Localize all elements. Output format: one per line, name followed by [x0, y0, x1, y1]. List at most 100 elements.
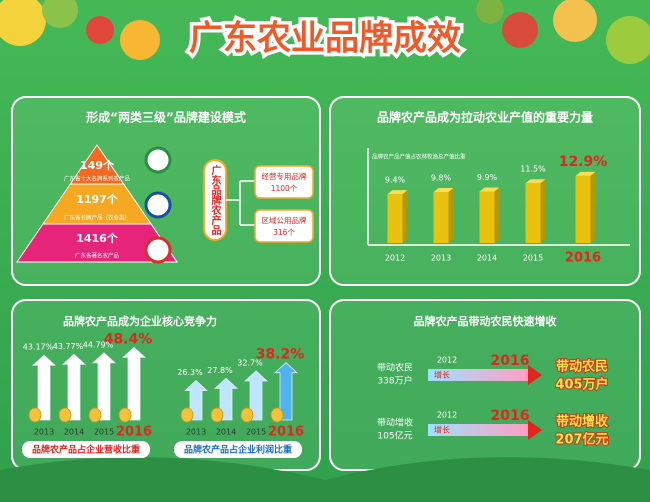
caption-box [22, 441, 150, 458]
fruit [476, 0, 504, 24]
verb-label: 增长 [434, 425, 450, 435]
bar-side [540, 179, 546, 243]
x-tick-label: 2014 [216, 428, 236, 437]
brand-emblem [144, 146, 172, 174]
coin-stack [88, 407, 102, 423]
value-label: 48.4% [104, 331, 153, 347]
arrow [243, 370, 269, 421]
tier-value: 1197个 [76, 192, 119, 206]
value-label: 12.9% [559, 154, 608, 170]
arrow [91, 352, 117, 421]
bar-top [387, 190, 408, 195]
arrow [273, 362, 299, 421]
branch-box [254, 165, 314, 199]
arrow [121, 346, 147, 421]
brand-emblem [144, 236, 172, 264]
row-value: 338万户 [377, 375, 412, 387]
fruit [502, 12, 538, 48]
x-tick-label: 2013 [34, 428, 54, 437]
value-label: 44.79% [83, 340, 114, 349]
coin-stack [28, 407, 42, 423]
year-label: 2012 [437, 356, 457, 365]
panel-title: 品牌农产品成为企业核心竞争力 [63, 314, 217, 328]
field [0, 457, 650, 502]
fruit [42, 0, 78, 28]
bar-top [575, 171, 596, 176]
x-tick-label: 2014 [64, 428, 84, 437]
branch-name: 经营专用品牌 [262, 171, 307, 181]
brand-emblem [144, 191, 172, 219]
result-label: 带动农民 [556, 359, 608, 375]
tier-label: 广东省名牌产品（农业类） [64, 214, 130, 222]
coin-stack [118, 407, 132, 423]
x-tick-label: 2015 [94, 428, 114, 437]
fruit [86, 16, 114, 44]
bar [479, 191, 495, 243]
value-label: 9.4% [385, 176, 406, 185]
bar-top [433, 188, 454, 193]
fruit [120, 20, 160, 60]
value-label: 38.2% [256, 347, 305, 363]
x-tick-label: 2013 [431, 254, 451, 263]
panel-title: 品牌农产品成为拉动农业产值的重要力量 [377, 110, 593, 125]
bar-side [494, 187, 500, 243]
branch-name: 区域公用品牌 [262, 215, 307, 225]
verb-label: 增长 [434, 370, 450, 380]
tier-value: 1416个 [76, 231, 119, 245]
value-label: 9.8% [431, 174, 452, 183]
fruit-decoration [0, 0, 650, 64]
arrow-head [528, 365, 542, 385]
x-tick-label: 2013 [186, 428, 206, 437]
x-tick-label: 2012 [385, 254, 405, 263]
value-label: 11.5% [520, 165, 546, 174]
coin-stack [210, 407, 224, 423]
x-tick-label: 2015 [523, 254, 543, 263]
fruit [0, 0, 46, 46]
page-title: 广东农业品牌成效 [189, 19, 461, 59]
arrow [31, 354, 57, 421]
value-label: 27.8% [207, 366, 233, 375]
coin-stack [240, 407, 254, 423]
bar-top [479, 187, 500, 192]
value-label: 43.17% [23, 343, 54, 352]
growth-arrow [428, 424, 528, 436]
bar [525, 183, 541, 243]
row-value: 105亿元 [377, 430, 412, 442]
caption: 品牌农产品占企业营收比重 [32, 444, 140, 456]
pyramid-tier [16, 223, 178, 263]
year-label: 2016 [491, 408, 530, 424]
row-label: 带动农民 [377, 362, 413, 374]
tier-value: 149个 [80, 158, 115, 172]
bracket [226, 180, 255, 226]
x-tick-label: 2015 [246, 428, 266, 437]
value-label: 43.77% [53, 342, 84, 351]
bar-side [590, 171, 596, 243]
tier-label: 广东省著名农产品 [75, 252, 120, 260]
bar-side [402, 190, 408, 243]
bar [575, 175, 591, 243]
coin-stack [270, 407, 284, 423]
growth-arrow [428, 369, 528, 381]
value-label: 26.3% [177, 368, 203, 377]
result-value: 405万户 [555, 377, 608, 393]
x-tick-label: 2016 [565, 251, 601, 266]
x-tick-label: 2016 [268, 425, 304, 440]
chart-subtitle: 品牌农产品产值占农林牧渔总产值比重 [372, 153, 466, 161]
panel-title: 形成“两类三级”品牌建设模式 [86, 110, 246, 125]
year-label: 2016 [491, 353, 530, 369]
result-value: 207亿元 [555, 432, 608, 448]
panel-title: 品牌农产品带动农民快速增收 [414, 314, 557, 328]
fruit [606, 16, 650, 64]
bar [387, 194, 403, 243]
center-label: 广东品牌农产品 [209, 164, 222, 236]
bar [433, 192, 449, 243]
coin-stack [58, 407, 72, 423]
caption-box [174, 441, 302, 458]
branch-box [254, 209, 314, 243]
tier-label: 广东省十大名牌系列农产品 [64, 175, 131, 183]
bar-top [525, 179, 546, 184]
year-label: 2012 [437, 411, 457, 420]
field-decoration [0, 457, 650, 502]
coin-stack [180, 407, 194, 423]
